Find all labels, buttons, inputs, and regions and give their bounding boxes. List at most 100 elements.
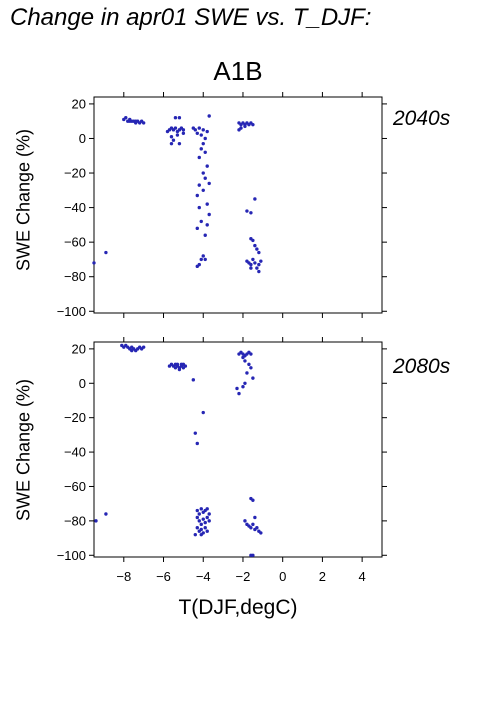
panel-2040s-point [257,250,261,255]
panel-2040s-point [195,193,199,198]
panel-2040s-point [243,124,247,129]
panel-2040s-point [173,126,178,130]
panel-2040s-point [245,209,249,213]
panel-2080s-y-tick-label: 0 [79,376,86,391]
figure-title: Change in apr01 SWE vs. T_DJF: [10,4,372,31]
panel-2080s-point [104,512,108,516]
panel-2040s-point [237,128,241,132]
panel-2040s-point [197,183,201,187]
panel-2040s-y-tick-label: −80 [64,269,86,284]
panel-2040s-point [195,264,199,269]
panel-2040s-point [253,261,257,265]
panel-2080s-x-tick-label: −2 [236,569,251,584]
panel-2040s-point [203,257,207,262]
panel-2040s-point [177,116,182,120]
panel-2080s-point [201,517,205,521]
panel-2040s-point [175,133,180,137]
panel-2080s-y-tick-label: 20 [72,341,86,356]
panel-2040s-y-tick-label: −20 [64,166,86,181]
panel-2080s-point [205,515,209,520]
panel-2040s-point [203,176,207,180]
panel-2040s-point [201,254,205,258]
panel-2040s-point [203,150,207,154]
panel-2040s-period-label: 2040s [393,107,451,130]
panel-2080s-point [251,376,255,380]
panel-2080s-point [241,355,245,360]
panel-2040s-point [177,141,182,146]
panel-2080s-point [249,352,253,356]
panel-2080s-frame [93,341,383,558]
panel-2080s-point [205,507,209,511]
panel-2040s-point [253,243,257,248]
panel-2080s-x-tick-label: −6 [156,569,171,584]
panel-2080s-point [251,498,255,502]
panel-2040s-point [255,247,259,251]
panel-2080s-point [195,526,199,530]
panel-2080s-point [197,519,201,523]
panel-2040s-point [249,266,253,270]
panel-2040s-point [199,219,203,224]
panel-2080s-point [203,520,207,525]
panel-2080s-point [199,522,203,527]
panel-2080s-x-tick-label: 4 [359,569,366,584]
panel-2080s-point [199,527,203,532]
panel-2080s-point [193,431,197,435]
panel-2080s-point [249,366,253,370]
panel-2080s-point [249,526,253,530]
panel-2040s-point [207,181,211,186]
panel-2080s-point [203,526,207,530]
panel-2080s-point [259,531,263,535]
panel-2080s-point [241,385,245,389]
panel-2080s-y-tick-label: −100 [57,548,86,563]
panel-2040s-point [201,141,205,146]
panel-2080s-point [245,371,249,375]
panel-2040s-point [141,121,146,125]
panel-2040s-point [197,126,201,130]
panel-2080s-point [175,362,180,367]
panel-2080s-point [243,381,247,385]
panel-2080s-point [195,441,199,446]
panel-2040s-point [128,119,132,123]
panel-2040s-point [199,147,203,151]
panel-2040s-point [92,261,96,265]
panel-2040s-point [205,164,209,168]
panel-2040s-point [169,135,174,139]
panel-2040s-point [251,238,255,243]
panel-2080s-point [94,519,98,523]
panel-2080s-point [243,519,247,523]
panel-2080s-point [195,515,199,520]
panel-2040s-point [169,141,174,146]
panel-2080s-point [197,512,201,516]
panel-2080s-x-tick-label: 2 [319,569,326,584]
panel-2080s-y-tick-label: −40 [64,445,86,460]
panel-2040s-point [249,211,253,215]
panel-2040s-point [195,226,199,231]
panel-2080s-point [199,532,203,537]
panel-2040s-point [249,262,253,267]
panel-2080s-point [253,515,257,520]
panel-2040s-point [199,257,203,262]
x-axis-label: T(DJF,degC) [178,596,298,619]
panel-2080s-point [201,410,205,415]
panel-2080s-x-tick-label: −8 [116,569,131,584]
panel-2080s-period-label: 2080s [393,355,451,378]
panel-2080s-point [249,553,253,557]
panel-2080s-x-tick-label: −4 [196,569,211,584]
panel-2040s-point [201,188,205,193]
panel-2080s-point [207,512,211,516]
panel-2040s-y-tick-label: 0 [79,131,86,146]
panel-2040s-point [104,250,108,255]
panel-2080s-point [130,348,134,353]
figure-subtitle: A1B [213,56,263,86]
panel-2080s-point [199,507,203,511]
panel-2040s-point [201,171,205,175]
panel-2080s-point [177,367,182,372]
panel-2080s-point [247,362,251,367]
panel-2040s-point [251,257,255,262]
panel-2040s-point [199,133,203,137]
panel-2040s-point [205,202,209,206]
panel-2080s-point [255,526,259,530]
panel-2040s-point [134,119,138,123]
panel-2080s-point [195,508,199,513]
panel-2040s-point [207,114,211,118]
